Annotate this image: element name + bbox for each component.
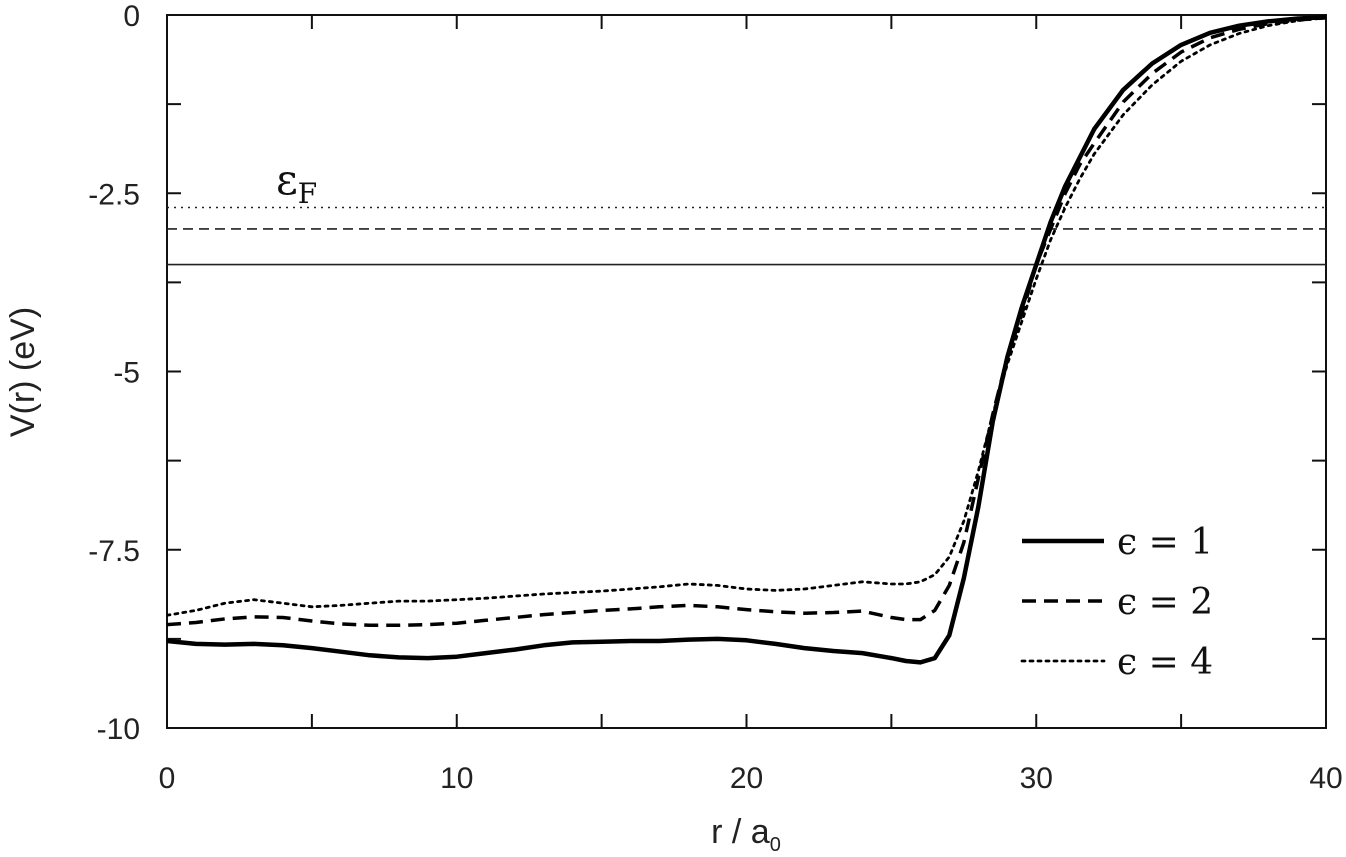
x-tick-labels: 0 10 20 30 40 [159, 762, 1343, 795]
x-axis-title-main: r / a [711, 813, 770, 851]
y-tick-label: -5 [113, 357, 140, 390]
series-line-dashed [167, 16, 1326, 628]
fermi-annotation-symbol: ε [276, 155, 298, 204]
legend-label: ϵ = 2 [1117, 582, 1213, 623]
legend-label: ϵ = 4 [1117, 642, 1213, 683]
axis-ticks [166, 14, 1327, 729]
x-tick-label: 40 [1309, 762, 1342, 795]
fermi-level-lines [167, 206, 1326, 266]
series-line-dotted [167, 16, 1326, 617]
y-tick-label: -7.5 [88, 535, 140, 568]
fermi-annotation: εF [276, 155, 317, 210]
x-axis-title: r / a0 [711, 813, 781, 856]
potential-curves [167, 15, 1326, 665]
x-tick-label: 30 [1020, 762, 1053, 795]
y-tick-label: -10 [97, 713, 140, 746]
x-tick-label: 0 [159, 762, 176, 795]
fermi-annotation-sub: F [298, 177, 317, 210]
x-axis-title-sub: 0 [770, 834, 781, 856]
series-line-solid [167, 15, 1326, 665]
y-tick-labels: 0 -2.5 -5 -7.5 -10 [88, 0, 140, 746]
x-tick-label: 10 [440, 762, 473, 795]
legend-label: ϵ = 1 [1117, 522, 1213, 563]
y-tick-label: 0 [123, 0, 140, 33]
legend: ϵ = 1 ϵ = 2 ϵ = 4 [1020, 522, 1213, 683]
y-tick-label: -2.5 [88, 178, 140, 211]
x-tick-label: 20 [730, 762, 763, 795]
y-axis-title: V(r) (eV) [4, 307, 42, 437]
